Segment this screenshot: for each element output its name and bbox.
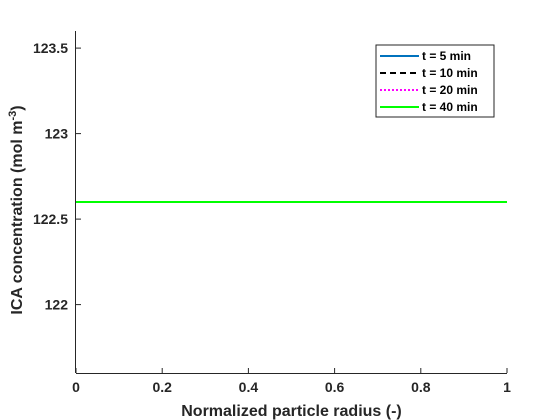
legend-label: t = 5 min (422, 49, 471, 63)
y-axis-title-main: ICA concentration (mol m (9, 121, 26, 315)
y-axis-title-tail: ) (9, 105, 26, 110)
x-tick-label: 0 (72, 379, 80, 395)
x-ticks: 0 0.2 0.4 0.6 0.8 1 (72, 368, 511, 395)
x-axis-title: Normalized particle radius (-) (181, 403, 402, 420)
axes (75, 31, 507, 374)
y-tick-label: 122.5 (33, 211, 68, 227)
y-tick-label: 122 (45, 297, 69, 313)
x-tick-label: 1 (503, 379, 511, 395)
x-tick-label: 0.2 (152, 379, 172, 395)
y-axis-title: ICA concentration (mol m-3) (7, 105, 26, 314)
legend-label: t = 40 min (422, 100, 478, 114)
y-axis-title-superscript: -3 (7, 111, 19, 121)
y-tick-label: 123 (45, 126, 69, 142)
x-tick-label: 0.6 (325, 379, 345, 395)
y-ticks: 122 122.5 123 123.5 (33, 40, 81, 313)
y-tick-label: 123.5 (33, 40, 68, 56)
x-tick-label: 0.4 (239, 379, 259, 395)
x-tick-label: 0.8 (411, 379, 431, 395)
legend: t = 5 min t = 10 min t = 20 min t = 40 min (375, 44, 495, 118)
legend-label: t = 10 min (422, 66, 478, 80)
legend-label: t = 20 min (422, 83, 478, 97)
